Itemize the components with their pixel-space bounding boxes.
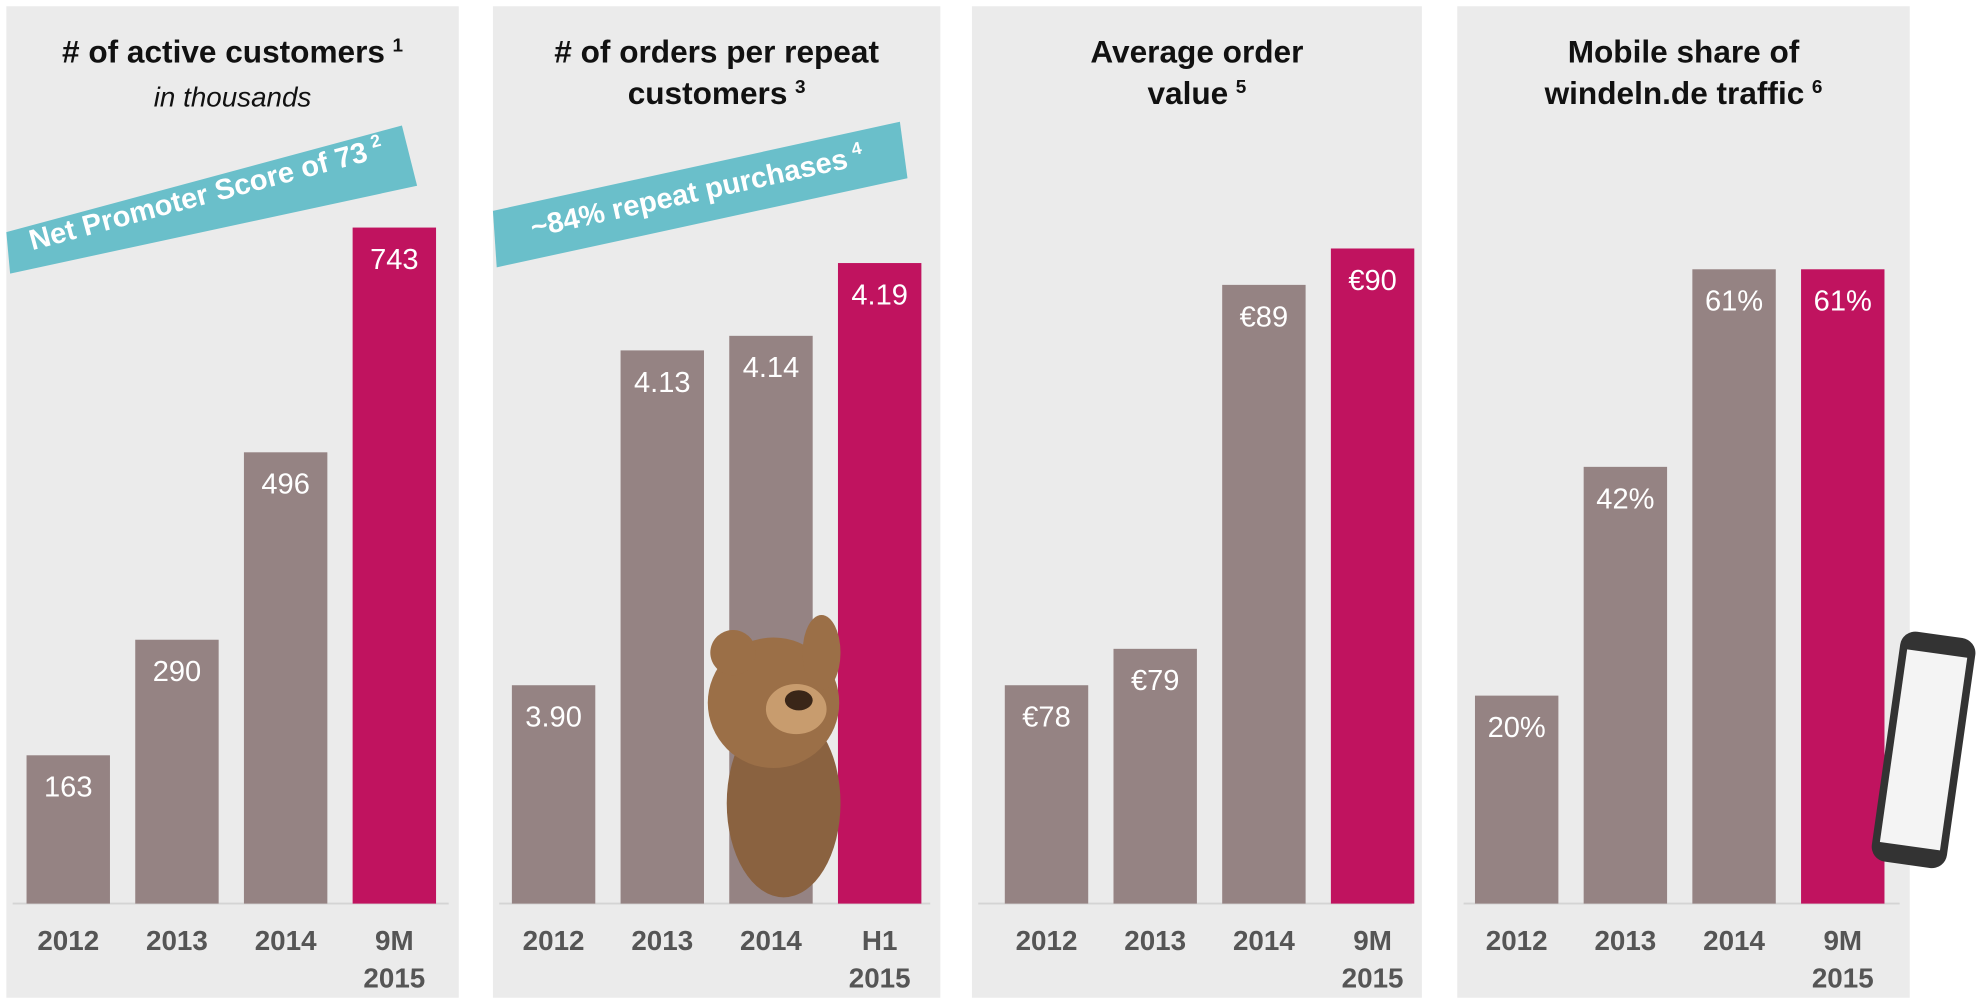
- footnote-marker: 6: [1812, 77, 1823, 98]
- chart-title: # of active customers 1: [62, 35, 403, 70]
- value-label: 290: [153, 656, 201, 688]
- value-label: 496: [261, 469, 309, 501]
- bar: [1222, 284, 1306, 904]
- value-label: €90: [1348, 265, 1396, 297]
- x-tick-label-line: 2015: [363, 963, 425, 994]
- chart-title-line: # of orders per repeat: [554, 35, 879, 70]
- value-label: 4.19: [851, 280, 908, 312]
- chart-subtitle: in thousands: [154, 82, 312, 113]
- chart-title-line: value: [1147, 76, 1228, 111]
- bar: [511, 685, 596, 904]
- chart-title: # of orders per repeat: [554, 35, 879, 70]
- x-tick-label: 2012: [1016, 925, 1078, 956]
- value-label: 61%: [1814, 286, 1872, 318]
- value-label: 42%: [1596, 483, 1654, 515]
- bar: [352, 227, 437, 904]
- footnote-marker: 5: [1236, 77, 1247, 98]
- x-tick-label: 2013: [146, 925, 208, 956]
- value-label: 163: [44, 772, 92, 804]
- x-tick-label: 2012: [37, 925, 99, 956]
- chart-title: Average order: [1090, 35, 1303, 70]
- bar: [620, 350, 704, 904]
- value-label: 3.90: [525, 702, 582, 734]
- value-label: 61%: [1705, 286, 1763, 318]
- chart-title-line: windeln.de traffic: [1544, 76, 1805, 111]
- chart-title: value 5: [1147, 76, 1246, 111]
- footnote-marker: 4: [849, 138, 863, 160]
- x-tick-label: 2013: [1594, 925, 1656, 956]
- x-tick-label: 2014: [255, 925, 317, 956]
- bar: [243, 452, 328, 904]
- footnote-marker: 1: [393, 36, 404, 57]
- x-tick-label-line: 2015: [1342, 963, 1404, 994]
- x-tick-label: 2014: [1703, 925, 1765, 956]
- x-tick-label: 2012: [1486, 925, 1548, 956]
- chart-title-line: Mobile share of: [1568, 35, 1800, 70]
- bar: [1692, 269, 1776, 904]
- x-tick-label: 9M 2015: [1342, 925, 1404, 994]
- footnote-marker: 3: [795, 77, 806, 98]
- x-tick-label: 2014: [1233, 925, 1295, 956]
- value-label: €89: [1240, 301, 1288, 333]
- x-tick-label: 9M 2015: [363, 925, 425, 994]
- banner-shape: [6, 125, 418, 274]
- x-tick-label-line: 9M: [1823, 925, 1862, 956]
- chart-title-line: # of active customers: [62, 35, 385, 70]
- bar: [1801, 269, 1885, 904]
- x-tick-label-line: 9M: [1353, 925, 1392, 956]
- x-tick-label: 2014: [740, 925, 802, 956]
- value-label: 743: [370, 244, 418, 276]
- value-label: €79: [1131, 665, 1179, 697]
- x-tick-label: 9M 2015: [1812, 925, 1874, 994]
- x-tick-label-line: 2015: [849, 963, 911, 994]
- teddy-bear: [707, 614, 841, 898]
- bar: [1474, 695, 1559, 904]
- bar: [26, 755, 110, 904]
- chart-title: windeln.de traffic 6: [1544, 76, 1823, 111]
- x-tick-label: 2013: [1124, 925, 1186, 956]
- bar: [1004, 685, 1089, 904]
- x-tick-label-line: 2015: [1812, 963, 1874, 994]
- bar: [1583, 466, 1668, 904]
- chart-title-line: customers: [628, 76, 788, 111]
- chart-title: customers 3: [628, 76, 806, 111]
- chart-title-line: Average order: [1090, 35, 1303, 70]
- phone: [1871, 631, 1976, 869]
- x-tick-label-line: 9M: [375, 925, 414, 956]
- value-label: 20%: [1488, 712, 1546, 744]
- x-tick-label: 2013: [631, 925, 693, 956]
- x-tick-label: H1 2015: [849, 925, 911, 994]
- bar: [1330, 248, 1415, 904]
- value-label: €78: [1022, 702, 1070, 734]
- footnote-marker: 2: [368, 130, 383, 152]
- x-tick-label-line: H1: [862, 925, 898, 956]
- bar: [135, 639, 219, 904]
- x-tick-label: 2012: [523, 925, 585, 956]
- value-label: 4.13: [634, 367, 691, 399]
- banner-shape: [492, 121, 908, 268]
- value-label: 4.14: [743, 352, 800, 384]
- bar: [1113, 648, 1197, 904]
- bar: [837, 263, 922, 904]
- chart-title: Mobile share of: [1568, 35, 1800, 70]
